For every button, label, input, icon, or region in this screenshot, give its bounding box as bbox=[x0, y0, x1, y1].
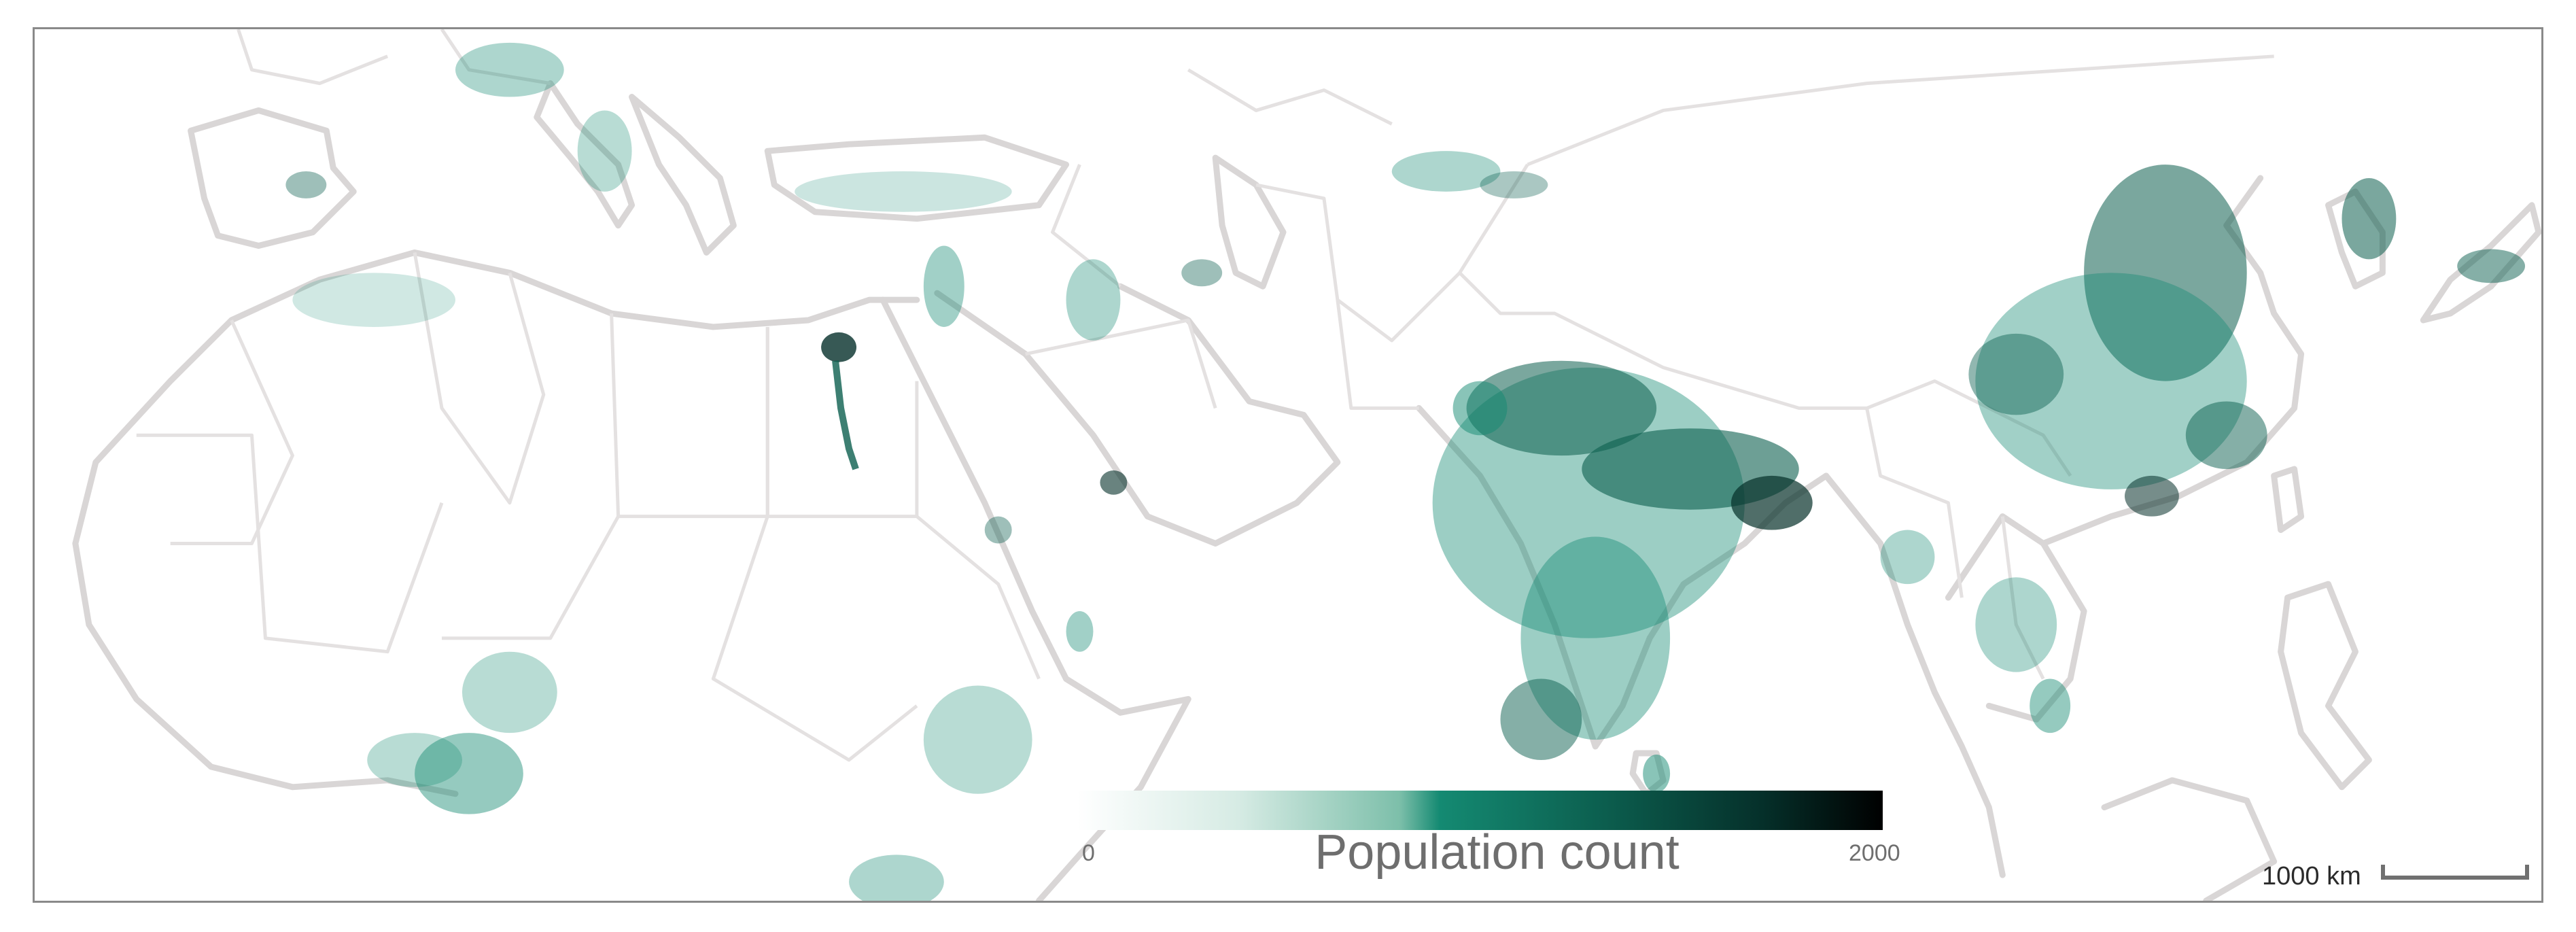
coast-caspian bbox=[1212, 154, 1287, 290]
coast-north-africa bbox=[72, 249, 920, 547]
coast-philippines bbox=[2278, 581, 2372, 791]
coast-horn-africa bbox=[1036, 676, 1191, 901]
coast-taiwan bbox=[2271, 466, 2305, 534]
population-density-layer bbox=[285, 42, 2526, 901]
scale-bar bbox=[2381, 865, 2529, 880]
coast-southeast-asia bbox=[1823, 472, 2006, 878]
legend-color-ramp bbox=[1077, 791, 1883, 830]
coast-arabia bbox=[934, 283, 1341, 547]
legend-min-label: 0 bbox=[1082, 840, 1095, 866]
country-borders bbox=[136, 29, 2274, 762]
legend-max-label: 2000 bbox=[1849, 840, 1900, 866]
coast-italy bbox=[534, 80, 636, 229]
coastlines bbox=[72, 80, 2541, 901]
coast-iberia bbox=[188, 107, 357, 249]
coast-balkans-greece bbox=[629, 94, 737, 256]
coast-west-africa bbox=[72, 540, 459, 797]
scale-bar-label: 1000 km bbox=[2262, 862, 2361, 891]
legend-title: Population count bbox=[1315, 825, 1679, 880]
coast-turkey bbox=[764, 134, 1070, 222]
map-frame[interactable] bbox=[33, 27, 2543, 903]
coast-india bbox=[1416, 404, 1830, 750]
population-map[interactable] bbox=[35, 29, 2541, 901]
coast-borneo bbox=[2101, 777, 2278, 901]
